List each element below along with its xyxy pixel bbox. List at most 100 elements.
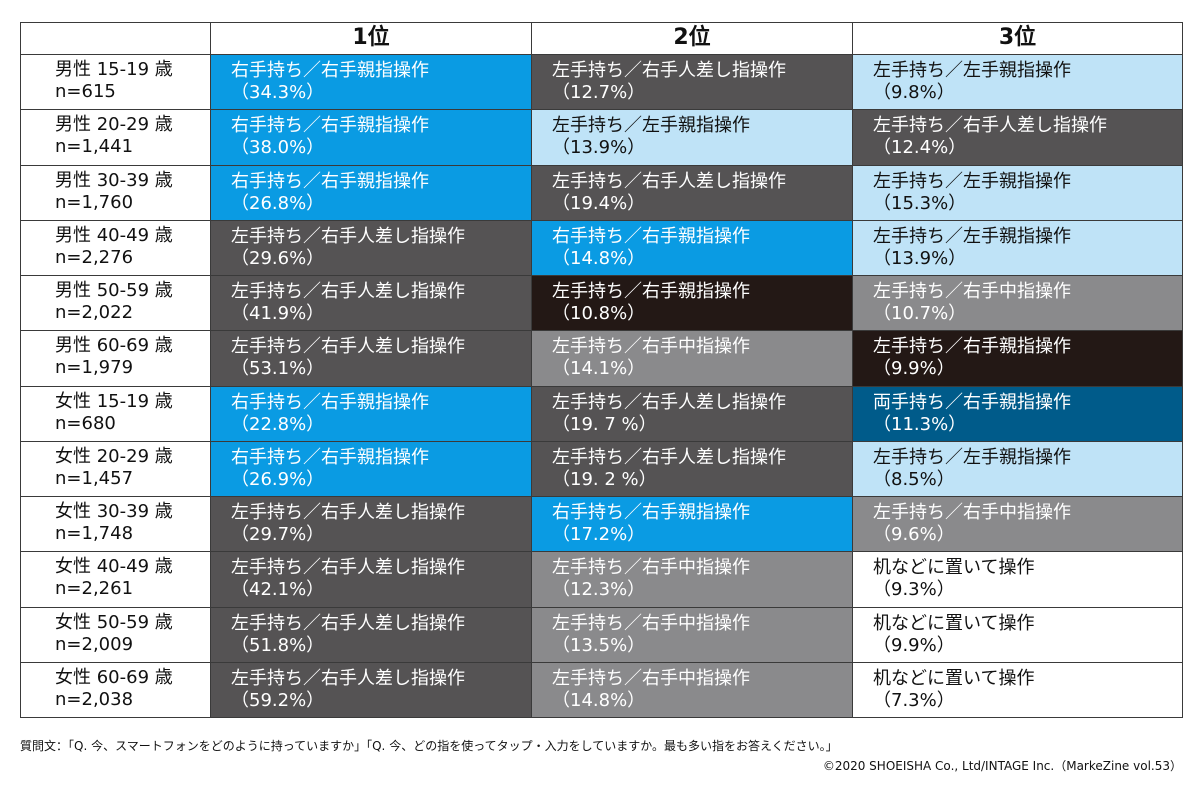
row-label: 男性 30-39 歳 n=1,760 (20, 164, 211, 221)
rank-cell: 左手持ち／右手人差し指操作 （41.9%） (210, 275, 532, 332)
row-label: 女性 60-69 歳 n=2,038 (20, 661, 211, 718)
share: （13.5%） (552, 634, 646, 656)
row-label: 男性 15-19 歳 n=615 (20, 54, 211, 111)
share: （8.5%） (873, 468, 955, 490)
rank-cell: 左手持ち／左手親指操作 （9.8%） (852, 54, 1183, 111)
rank-cell: 右手持ち／右手親指操作 （17.2%） (531, 496, 853, 553)
group-label: 男性 50-59 歳 (55, 280, 173, 301)
share: （19. 7 %） (552, 413, 657, 435)
rank-cell: 左手持ち／左手親指操作 （15.3%） (852, 164, 1183, 221)
share: （29.7%） (231, 524, 325, 545)
share: （13.9%） (873, 247, 967, 269)
operation: 左手持ち／右手人差し指操作 (552, 391, 786, 413)
sample-size: n=1,457 (55, 467, 134, 489)
operation: 左手持ち／右手人差し指操作 (231, 225, 465, 247)
operation: 左手持ち／右手人差し指操作 (873, 115, 1107, 137)
copyright: ©2020 SHOEISHA Co., Ltd/INTAGE Inc.（Mark… (822, 759, 1182, 773)
row-label: 男性 40-49 歳 n=2,276 (20, 219, 211, 276)
sample-size: n=2,038 (55, 688, 134, 710)
share: （38.0%） (231, 137, 325, 159)
rank-cell: 机などに置いて操作 （9.9%） (852, 606, 1183, 663)
row-label: 女性 50-59 歳 n=2,009 (20, 606, 211, 663)
share: （29.6%） (231, 247, 325, 269)
group-label: 男性 30-39 歳 (55, 169, 173, 191)
header-cell: 1位 (210, 22, 532, 55)
rank-cell: 左手持ち／右手人差し指操作 （53.1%） (210, 330, 532, 387)
share: （19.4%） (552, 192, 646, 214)
question-note: 質問文：「Q. 今、スマートフォンをどのように持っていますか」「Q. 今、どの指… (20, 739, 838, 753)
operation: 左手持ち／右手親指操作 (552, 281, 750, 302)
sample-size: n=2,022 (55, 302, 134, 323)
share: （9.6%） (873, 524, 955, 545)
group-label: 女性 30-39 歳 (55, 501, 173, 522)
rank-cell: 右手持ち／右手親指操作 （14.8%） (531, 219, 853, 276)
operation: 左手持ち／右手中指操作 (873, 281, 1071, 302)
share: （10.7%） (873, 303, 967, 324)
share: （42.1%） (231, 579, 325, 601)
rank-cell: 左手持ち／右手中指操作 （14.8%） (531, 661, 853, 718)
operation: 机などに置いて操作 (873, 612, 1035, 634)
row-label: 男性 60-69 歳 n=1,979 (20, 330, 211, 387)
operation: 左手持ち／右手人差し指操作 (231, 502, 465, 523)
rank-cell: 左手持ち／右手人差し指操作 （51.8%） (210, 606, 532, 663)
share: （26.8%） (231, 192, 325, 214)
operation: 右手持ち／右手親指操作 (231, 446, 429, 468)
rank-cell: 左手持ち／右手人差し指操作 （12.7%） (531, 54, 853, 111)
sample-size: n=615 (55, 81, 116, 102)
rank-cell: 左手持ち／右手人差し指操作 （42.1%） (210, 551, 532, 608)
operation: 左手持ち／右手中指操作 (552, 612, 750, 634)
row-label: 女性 20-29 歳 n=1,457 (20, 440, 211, 497)
rank-cell: 左手持ち／右手中指操作 （13.5%） (531, 606, 853, 663)
rank-cell: 左手持ち／右手親指操作 （9.9%） (852, 330, 1183, 387)
rank-cell: 机などに置いて操作 （9.3%） (852, 551, 1183, 608)
operation: 左手持ち／右手人差し指操作 (231, 557, 465, 579)
share: （17.2%） (552, 524, 646, 545)
operation: 右手持ち／右手親指操作 (231, 60, 429, 81)
header-cell (20, 22, 211, 55)
row-label: 男性 50-59 歳 n=2,022 (20, 275, 211, 332)
share: （7.3%） (873, 689, 955, 711)
row-label: 女性 15-19 歳 n=680 (20, 385, 211, 442)
rank-cell: 左手持ち／左手親指操作 （13.9%） (531, 109, 853, 166)
rank-cell: 右手持ち／右手親指操作 （26.9%） (210, 440, 532, 497)
share: （13.9%） (552, 137, 646, 159)
operation: 左手持ち／右手人差し指操作 (231, 612, 465, 634)
sample-size: n=2,276 (55, 246, 134, 268)
sample-size: n=1,748 (55, 523, 134, 544)
rank-cell: 左手持ち／右手中指操作 （10.7%） (852, 275, 1183, 332)
rank-cell: 左手持ち／右手人差し指操作 （19. 2 %） (531, 440, 853, 497)
group-label: 女性 50-59 歳 (55, 611, 173, 633)
operation: 左手持ち／右手中指操作 (552, 336, 750, 358)
share: （9.8%） (873, 82, 955, 103)
operation: 左手持ち／左手親指操作 (873, 446, 1071, 468)
share: （14.8%） (552, 247, 646, 269)
operation: 右手持ち／右手親指操作 (231, 115, 429, 137)
operation: 左手持ち／右手人差し指操作 (552, 446, 786, 468)
share: （34.3%） (231, 82, 325, 103)
operation: 左手持ち／右手人差し指操作 (231, 281, 465, 302)
share: （9.9%） (873, 634, 955, 656)
group-label: 女性 20-29 歳 (55, 445, 173, 467)
rank-cell: 机などに置いて操作 （7.3%） (852, 661, 1183, 718)
operation: 左手持ち／左手親指操作 (873, 225, 1071, 247)
rank-cell: 左手持ち／左手親指操作 （8.5%） (852, 440, 1183, 497)
group-label: 男性 40-49 歳 (55, 224, 173, 246)
operation: 左手持ち／右手人差し指操作 (552, 170, 786, 192)
operation: 右手持ち／右手親指操作 (552, 225, 750, 247)
share: （15.3%） (873, 192, 967, 214)
share: （22.8%） (231, 413, 325, 435)
operation: 右手持ち／右手親指操作 (552, 502, 750, 523)
group-label: 女性 15-19 歳 (55, 390, 173, 412)
operation: 左手持ち／右手人差し指操作 (231, 667, 465, 689)
group-label: 男性 15-19 歳 (55, 59, 173, 80)
operation: 右手持ち／右手親指操作 (231, 391, 429, 413)
rank-cell: 右手持ち／右手親指操作 （26.8%） (210, 164, 532, 221)
share: （12.7%） (552, 82, 646, 103)
group-label: 男性 20-29 歳 (55, 114, 173, 136)
header-cell: 3位 (852, 22, 1183, 55)
share: （9.9%） (873, 358, 955, 380)
share: （41.9%） (231, 303, 325, 324)
operation: 左手持ち／右手親指操作 (873, 336, 1071, 358)
rank-cell: 左手持ち／右手人差し指操作 （19. 7 %） (531, 385, 853, 442)
